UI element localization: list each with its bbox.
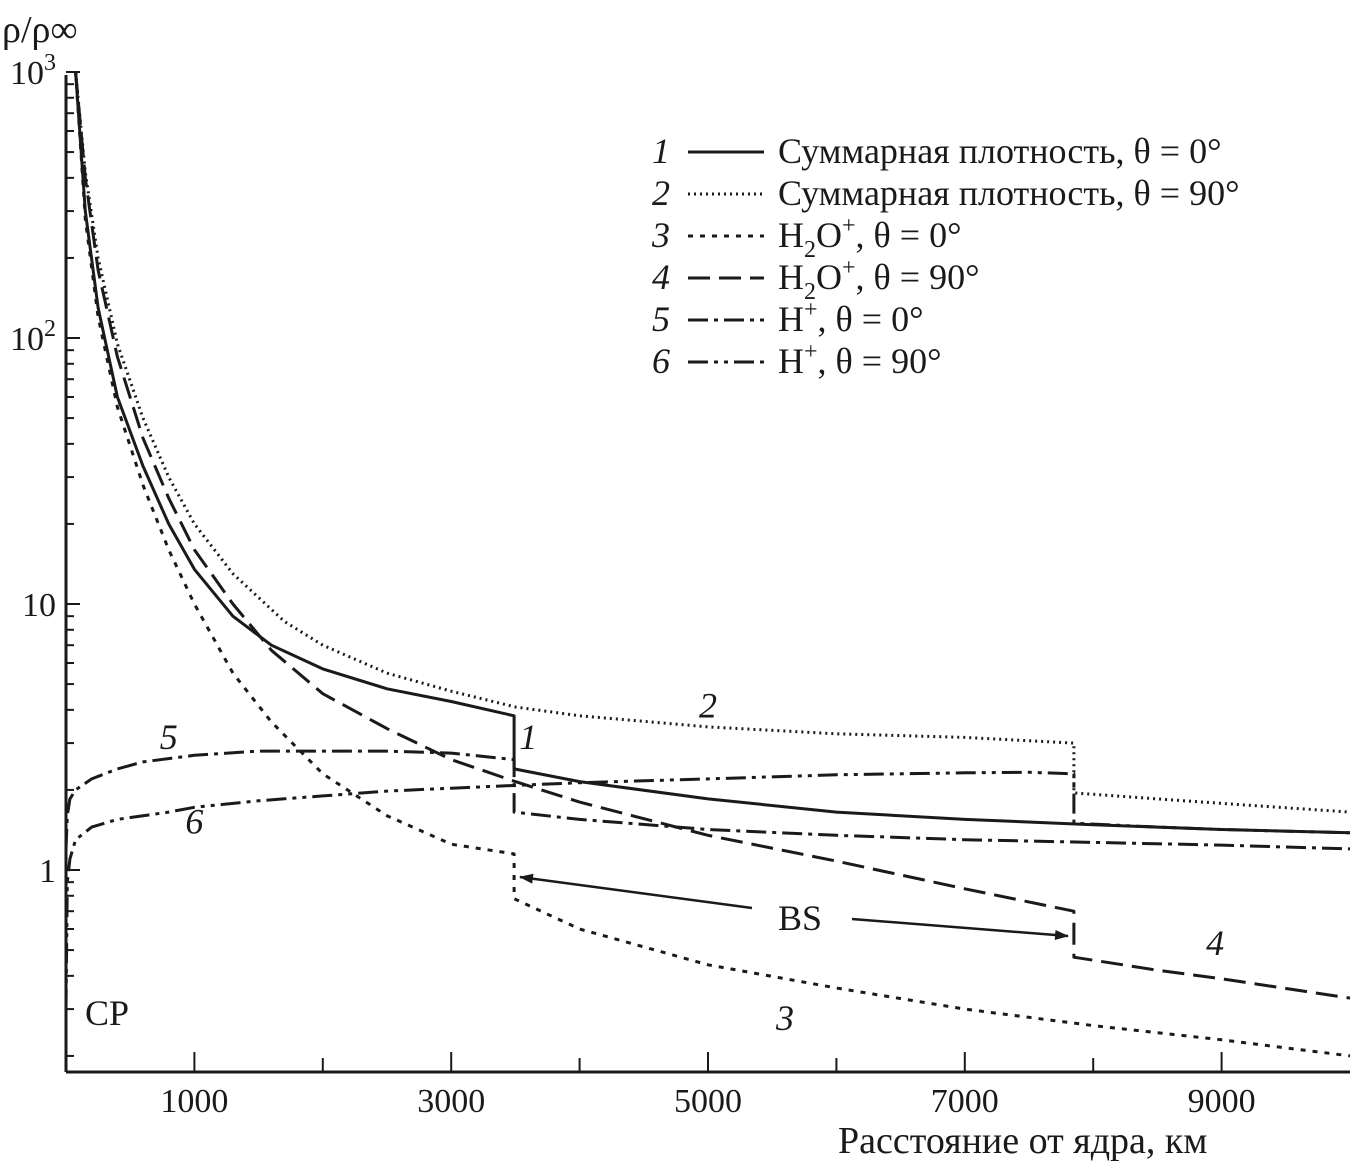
legend-number: 1 [652,131,670,171]
legend-entry-6: 6 H+, θ = 90° [652,339,942,381]
legend: 1 Суммарная плотность, θ = 0° 2 Суммарная п… [651,131,1239,381]
y-axis-label: ρ/ρ∞ [2,9,78,51]
legend-text: Суммарная плотность, θ = 0° [778,131,1221,171]
legend-number: 4 [652,257,670,297]
curve-label-6: 6 [185,802,203,842]
curve-label-3: 3 [775,998,794,1038]
curve-label-1: 1 [519,717,537,757]
x-tick-label: 5000 [674,1083,742,1120]
y-tick-label: 103 [10,50,56,92]
legend-text: Суммарная плотность, θ = 90° [778,173,1239,213]
annotations: BS CP [85,873,1069,1033]
legend-text: H+, θ = 90° [778,339,942,381]
y-tick-label: 10 [22,587,56,624]
series-4-line [74,71,1351,1000]
curve-label-5: 5 [160,717,178,757]
x-tick-label: 7000 [931,1083,999,1120]
series-group [64,71,1351,1058]
legend-entry-5: 5 H+, θ = 0° [652,297,924,339]
legend-text: H+, θ = 0° [778,297,924,339]
legend-number: 5 [652,299,670,339]
y-tick-label: 102 [10,316,56,358]
legend-text: H2O+, θ = 0° [778,213,962,263]
series-3-line [74,71,1351,1058]
x-axis-label: Расстояние от ядра, км [838,1120,1207,1162]
series-5-line [64,749,1351,851]
legend-number: 2 [652,173,670,213]
legend-entry-2: 2 Суммарная плотность, θ = 90° [652,173,1239,213]
curve-label-4: 4 [1206,923,1224,963]
x-tick-label: 3000 [417,1083,485,1120]
x-tick-label: 9000 [1188,1083,1256,1120]
y-tick-label: 1 [39,853,56,890]
x-tick-label: 1000 [160,1083,228,1120]
curve-label-2: 2 [699,685,717,725]
x-ticks: 1000 3000 5000 7000 9000 [160,1052,1256,1120]
curve-labels: 1 2 3 4 5 6 [160,685,1224,1038]
legend-entry-1: 1 Суммарная плотность, θ = 0° [652,131,1221,171]
bow-shock-label: BS [778,898,822,938]
bow-shock-arrow-right [851,917,1069,940]
series-6-line [64,770,1351,1010]
legend-number: 3 [651,215,670,255]
legend-entry-4: 4 H2O+, θ = 90° [652,255,980,305]
legend-text: H2O+, θ = 90° [778,255,980,305]
bow-shock-arrow-left [519,873,753,910]
series-1-line [74,71,1351,835]
legend-number: 6 [652,341,670,381]
axes [64,75,1350,1074]
contact-surface-label: CP [85,993,129,1033]
legend-entry-3: 3 H2O+, θ = 0° [651,213,962,263]
